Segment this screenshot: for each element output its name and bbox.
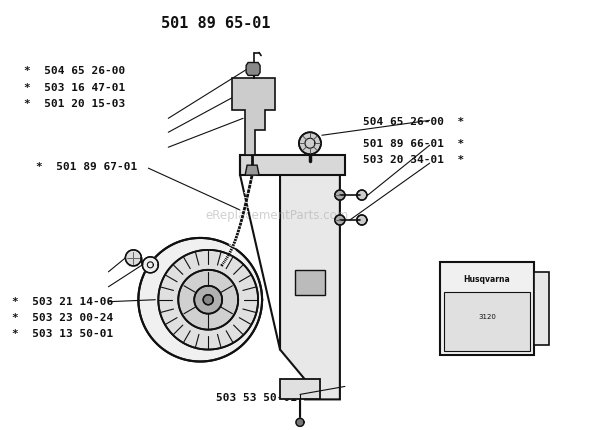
Polygon shape [280,160,340,399]
Polygon shape [335,215,345,225]
Polygon shape [295,270,325,295]
Polygon shape [299,132,321,154]
Polygon shape [203,295,213,305]
Text: *  503 23 00-24: * 503 23 00-24 [12,313,114,323]
Polygon shape [158,250,258,350]
Text: 3120: 3120 [478,313,496,319]
Polygon shape [296,418,304,426]
Text: 503 53 50-01: 503 53 50-01 [217,393,297,403]
Text: 503 20 34-01  *: 503 20 34-01 * [363,155,464,165]
Polygon shape [178,270,238,330]
Polygon shape [194,286,222,313]
Text: *  503 21 14-06: * 503 21 14-06 [12,297,114,307]
Text: 501 89 66-01  *: 501 89 66-01 * [363,139,464,149]
Polygon shape [444,292,530,350]
Polygon shape [440,262,535,355]
Text: *  501 20 15-03: * 501 20 15-03 [24,98,126,108]
Polygon shape [139,238,262,362]
Polygon shape [126,250,142,266]
Polygon shape [142,257,158,273]
Text: eReplacementParts.com: eReplacementParts.com [206,209,349,221]
Polygon shape [357,215,367,225]
Text: *  504 65 26-00: * 504 65 26-00 [24,66,126,77]
Text: *  501 89 67-01: * 501 89 67-01 [36,162,137,172]
Polygon shape [240,155,345,175]
Polygon shape [280,379,320,399]
Text: Husqvarna: Husqvarna [464,275,510,284]
Polygon shape [357,190,367,200]
Polygon shape [535,272,549,344]
Polygon shape [232,78,275,155]
Text: *  503 13 50-01: * 503 13 50-01 [12,329,114,339]
Polygon shape [245,165,259,175]
Text: 504 65 26-00  *: 504 65 26-00 * [363,117,464,126]
Polygon shape [246,62,260,75]
Text: 501 89 65-01: 501 89 65-01 [161,16,270,31]
Text: *  503 16 47-01: * 503 16 47-01 [24,83,126,93]
Polygon shape [335,190,345,200]
